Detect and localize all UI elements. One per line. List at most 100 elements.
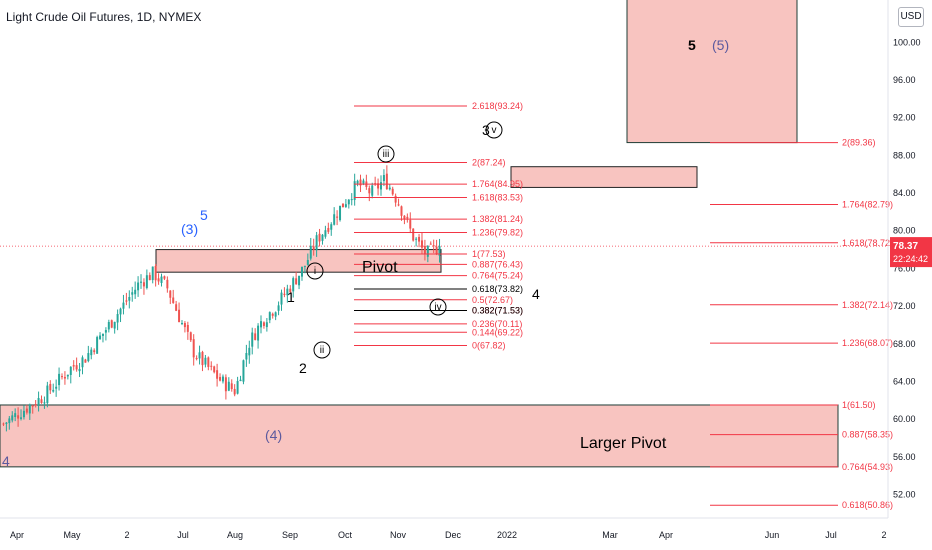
wave-iii-label: iii (383, 149, 390, 160)
fib-black-label: 0.618(73.82) (472, 284, 523, 294)
candle-body (286, 288, 289, 296)
candle-body (180, 322, 183, 324)
candle-body (394, 195, 397, 203)
candle-body (90, 349, 93, 356)
candle-body (157, 278, 160, 282)
candle-body (213, 366, 216, 373)
wave5-target-zone (626, 0, 798, 144)
fib-center-label: 0.382(71.53) (472, 306, 523, 316)
fib-center-label: 0.5(72.67) (472, 295, 513, 305)
candle-body (418, 236, 421, 242)
y-tick-label: 52.00 (893, 489, 916, 499)
candle-body (295, 278, 298, 285)
larger-pivot-zone (0, 404, 839, 468)
y-tick-label: 84.00 (893, 188, 916, 198)
candle-body (309, 245, 312, 259)
wave-i-label: i (314, 266, 316, 277)
wave-5-label: 5 (688, 37, 696, 53)
wave-iv-label: iv (434, 302, 441, 313)
candle-body (40, 399, 43, 404)
candle-body (260, 321, 263, 328)
candle-body (426, 245, 429, 257)
candle-body (207, 357, 210, 367)
y-tick-label: 72.00 (893, 301, 916, 311)
candle-body (248, 347, 251, 356)
candle-body (11, 415, 14, 421)
fib-right-label: 0.764(54.93) (842, 462, 893, 472)
candle-body (233, 388, 236, 395)
candle-body (69, 366, 72, 375)
candle-body (438, 246, 441, 256)
candle-body (406, 216, 409, 219)
candle-body (298, 275, 301, 286)
y-tick-label: 92.00 (893, 113, 916, 123)
candle-body (227, 381, 230, 391)
candle-body (400, 206, 403, 216)
price-tag (890, 237, 932, 268)
candle-body (140, 281, 143, 283)
candle-body (81, 357, 84, 368)
x-tick-label: Sep (282, 530, 298, 540)
candle-body (330, 224, 333, 230)
y-tick-label: 64.00 (893, 376, 916, 386)
candle-body (186, 325, 189, 332)
candle-body (72, 365, 75, 367)
x-tick-label: Dec (445, 530, 462, 540)
fib-right-label: 1.236(68.07) (842, 338, 893, 348)
currency-button[interactable]: USD (898, 7, 924, 27)
candle-body (432, 245, 435, 247)
candle-body (245, 352, 248, 360)
candle-body (415, 238, 418, 240)
wave-iv-label-circle (429, 298, 447, 316)
wave-ii-label: ii (320, 345, 324, 356)
fib-layer: 2(89.36) 1.764(82.79) 1.618(78.72) 1.382(72… (354, 101, 893, 510)
candle-body (25, 408, 28, 413)
candle-body (101, 333, 104, 336)
candle-body (119, 308, 122, 315)
candle-body (388, 187, 391, 190)
candle-body (151, 266, 154, 281)
candle-body (277, 305, 280, 311)
fib-center-label: 0.764(75.24) (472, 271, 523, 281)
fib-right-label: 2(89.36) (842, 138, 876, 148)
candle-body (137, 282, 140, 291)
pivot-zone (155, 249, 442, 273)
candle-body (268, 312, 271, 321)
candle-body (397, 204, 400, 206)
candle-body (104, 330, 107, 333)
candle-body (142, 282, 145, 287)
price-tag-value: 78.37 (893, 241, 918, 252)
candle-body (385, 173, 388, 189)
candle-body (242, 360, 245, 382)
wave-1-label: 1 (287, 289, 295, 305)
candle-body (145, 275, 148, 289)
x-tick-label: Jun (765, 530, 780, 540)
candle-body (306, 260, 309, 265)
candle-body (113, 321, 116, 329)
wave-2-label: 2 (299, 360, 307, 376)
candle-body (350, 199, 353, 201)
candle-body (251, 332, 254, 347)
wave-4-left-label: 4 (2, 453, 10, 469)
candle-body (321, 234, 324, 241)
fib-center-label: 0(67.82) (472, 340, 506, 350)
fib-right-label: 1.382(72.14) (842, 300, 893, 310)
fib-center-label: 1(77.53) (472, 249, 506, 259)
x-tick-label: 2 (881, 530, 886, 540)
candle-body (429, 243, 432, 245)
fib-right-label: 0.887(58.35) (842, 430, 893, 440)
candle-body (336, 216, 339, 218)
candle-body (34, 404, 37, 406)
target-zone (510, 166, 698, 188)
wave-3-five-label: 5 (200, 207, 208, 223)
candle-body (362, 180, 365, 184)
candle-body (420, 240, 423, 248)
candle-body (99, 335, 102, 340)
zones-layer (0, 0, 888, 468)
candle-body (347, 199, 350, 205)
candle-body (265, 322, 268, 328)
candle-body (183, 323, 186, 328)
candle-body (254, 333, 257, 340)
candle-body (368, 188, 371, 194)
